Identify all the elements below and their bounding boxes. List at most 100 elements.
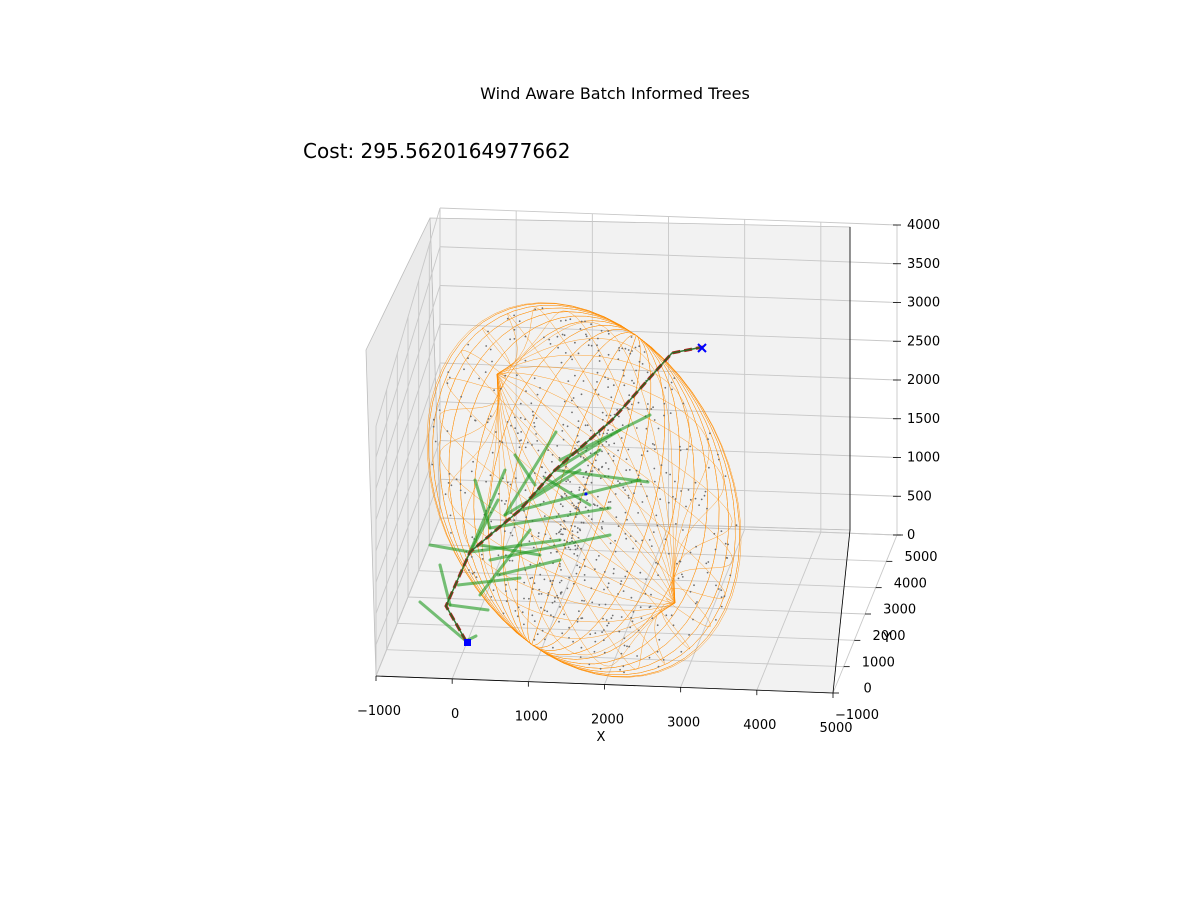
sample-point: [546, 610, 549, 613]
sample-point: [600, 526, 603, 528]
sample-point: [532, 546, 535, 549]
sample-point: [574, 548, 577, 551]
sample-point: [689, 590, 692, 593]
sample-point: [561, 533, 564, 536]
sample-point: [576, 527, 579, 529]
sample-point: [614, 539, 616, 542]
sample-point: [633, 382, 635, 385]
sample-point: [497, 493, 500, 495]
sample-point: [432, 425, 435, 428]
sample-point: [590, 518, 593, 521]
sample-point: [610, 617, 613, 620]
sample-point: [559, 523, 562, 526]
sample-point: [589, 429, 592, 432]
sample-point: [525, 390, 527, 392]
sample-point: [637, 629, 640, 632]
sample-point: [601, 444, 604, 446]
sample-point: [601, 450, 603, 453]
sample-point: [672, 495, 674, 498]
tree-edge: [503, 430, 558, 517]
sample-point: [506, 421, 509, 423]
sample-point: [614, 550, 617, 553]
tree-edge: [473, 478, 492, 530]
sample-point: [472, 460, 474, 463]
sample-point: [601, 411, 604, 414]
sample-point: [548, 338, 551, 341]
sample-point: [632, 611, 635, 613]
grid-line: [375, 324, 441, 520]
x-tick-label: 0: [451, 707, 459, 722]
sample-point: [509, 532, 512, 534]
y-tick-label: 5000: [904, 550, 937, 565]
sample-point: [492, 589, 495, 592]
sample-point: [557, 346, 559, 349]
sample-point: [607, 582, 610, 585]
sample-point: [605, 462, 607, 464]
sample-point: [646, 371, 649, 374]
sample-point: [518, 320, 521, 323]
grid-line: [439, 401, 898, 420]
y-tick-label: 4000: [894, 576, 927, 591]
sample-point: [529, 577, 532, 580]
sample-point: [715, 619, 717, 621]
sample-point: [577, 420, 580, 422]
sample-point: [504, 374, 507, 377]
sample-point: [565, 495, 568, 497]
sample-point: [490, 520, 493, 523]
sample-point: [531, 444, 533, 446]
sample-point: [720, 589, 723, 592]
sample-point: [597, 495, 599, 498]
sample-point: [594, 388, 597, 391]
sample-point: [604, 376, 606, 379]
sample-point: [523, 597, 525, 600]
sample-point: [631, 403, 633, 406]
sample-point: [558, 620, 560, 623]
sample-point: [508, 559, 511, 562]
sample-point: [475, 576, 478, 578]
sample-point: [501, 441, 504, 444]
sample-point: [470, 556, 473, 558]
sample-point: [635, 540, 637, 542]
sample-point: [617, 358, 620, 361]
sample-point: [603, 588, 605, 591]
sample-point: [509, 483, 512, 486]
sample-point: [481, 558, 484, 560]
sample-point: [593, 650, 596, 653]
y-tick-labels: −1000 0 1000 2000 3000 4000 5000: [833, 534, 938, 723]
grid-line: [439, 323, 898, 342]
sample-point: [547, 592, 550, 594]
sample-point: [564, 547, 567, 549]
sample-point: [447, 482, 450, 484]
sample-point: [707, 561, 710, 563]
sample-point: [598, 555, 600, 557]
sample-point: [622, 374, 625, 377]
sample-point: [580, 393, 583, 396]
sample-point: [498, 440, 501, 443]
sample-point: [577, 545, 579, 547]
sample-point: [533, 582, 536, 585]
ellipsoid-meridian: [496, 373, 733, 604]
sample-point: [568, 626, 570, 629]
sample-point: [613, 413, 616, 416]
sample-point: [557, 513, 560, 515]
sample-point: [576, 406, 579, 408]
sample-point: [620, 652, 623, 655]
sample-point: [563, 400, 566, 403]
sample-point: [626, 645, 628, 648]
sample-point: [633, 492, 635, 495]
sample-point: [597, 349, 600, 352]
sample-point: [582, 476, 585, 478]
tree-edge: [518, 478, 642, 512]
sample-point: [554, 596, 556, 599]
sample-point: [659, 498, 662, 501]
sample-point: [569, 548, 572, 551]
z-tick-label: 1000: [907, 451, 940, 466]
ellipsoid-meridian: [439, 373, 676, 604]
sample-point: [543, 609, 546, 612]
sample-point: [635, 369, 637, 372]
sample-point: [551, 460, 553, 463]
sample-point: [533, 425, 536, 428]
sample-point: [448, 376, 451, 379]
sample-point: [560, 361, 563, 364]
